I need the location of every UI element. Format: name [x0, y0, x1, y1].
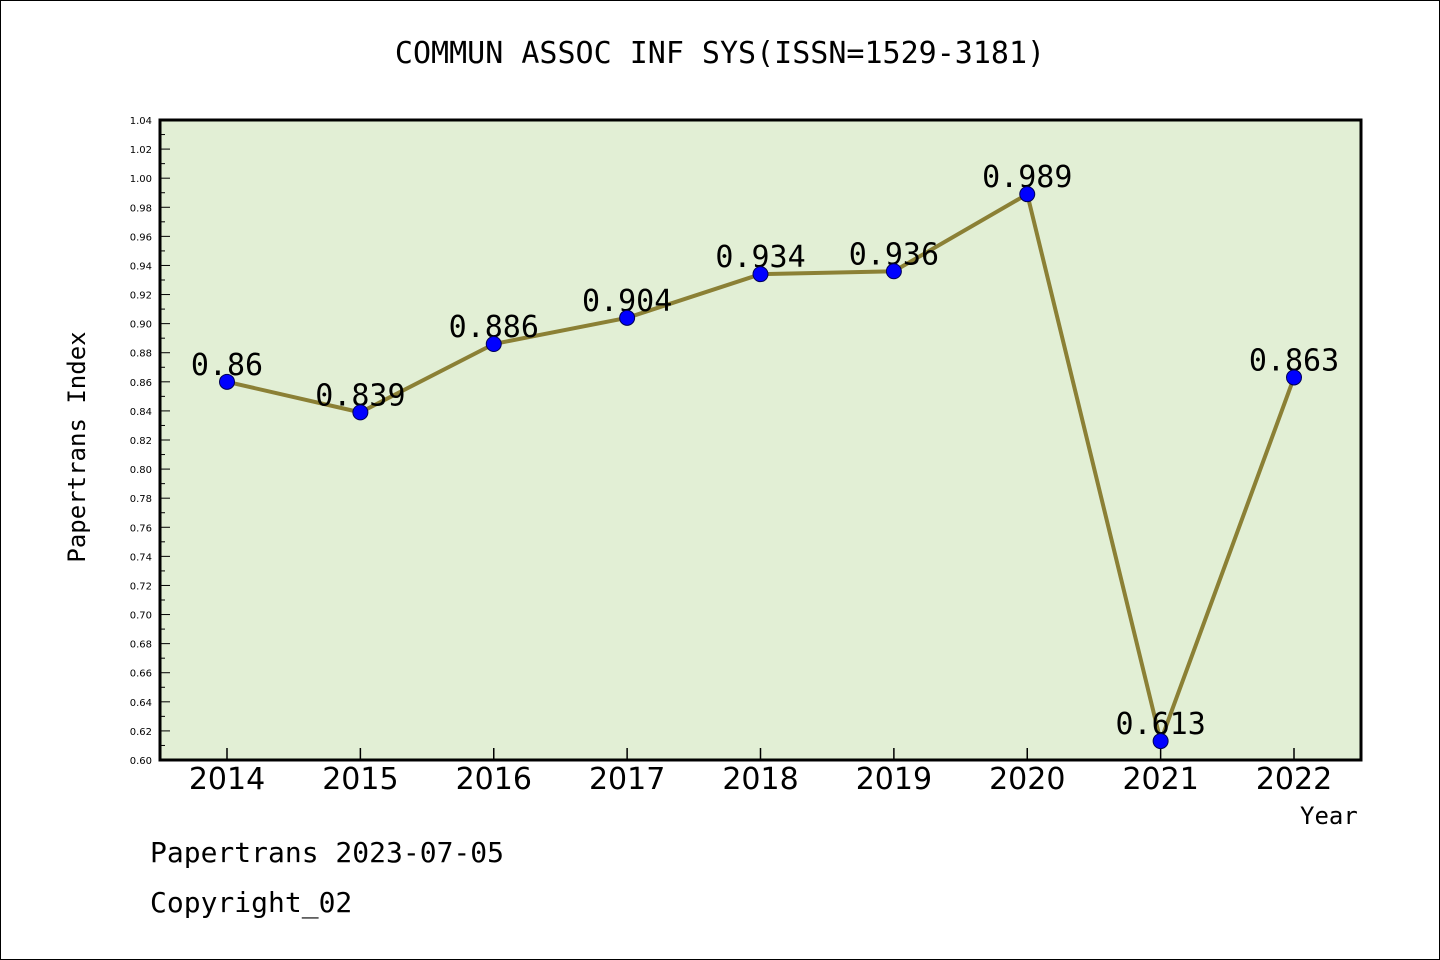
y-tick-label: 0.72	[130, 581, 152, 592]
y-tick-label: 0.66	[130, 669, 152, 680]
data-point	[885, 263, 902, 280]
y-tick-label: 0.98	[130, 203, 152, 214]
data-point	[752, 266, 769, 283]
data-point	[619, 309, 636, 326]
data-point	[1152, 733, 1169, 750]
x-axis-label: Year	[1300, 802, 1358, 830]
y-tick-label: 0.60	[130, 756, 152, 767]
y-tick-label: 0.76	[130, 523, 152, 534]
plot-area	[158, 118, 1363, 762]
data-point	[219, 373, 235, 390]
data-point	[1286, 369, 1302, 386]
y-tick-label: 0.68	[130, 640, 152, 651]
y-tick-label: 0.90	[130, 320, 152, 331]
y-tick-label: 0.96	[130, 232, 152, 243]
x-tick-label: 2020	[989, 762, 1065, 797]
y-tick-label: 0.70	[130, 611, 152, 622]
data-point	[1019, 186, 1036, 203]
footer-date: Papertrans 2023-07-05	[150, 836, 505, 869]
x-tick-label: 2016	[456, 762, 532, 797]
chart-title: COMMUN ASSOC INF SYS(ISSN=1529-3181)	[394, 36, 1046, 71]
x-tick-label: 2019	[856, 762, 932, 797]
x-tick-label: 2015	[322, 762, 398, 797]
x-tick-label: 2018	[722, 762, 798, 797]
footer-copyright: Copyright_02	[150, 886, 353, 919]
y-tick-label: 0.74	[130, 552, 152, 563]
y-tick-label: 0.88	[130, 349, 152, 360]
y-tick-label: 1.00	[130, 174, 152, 185]
x-tick-label: 2022	[1256, 762, 1332, 797]
x-tick-label: 2017	[589, 762, 665, 797]
data-point	[485, 336, 502, 352]
y-tick-label: 0.80	[130, 465, 152, 476]
y-tick-label: 0.62	[130, 727, 152, 738]
y-tick-label: 1.04	[130, 116, 152, 127]
y-tick-label: 0.64	[130, 698, 152, 709]
y-tick-label: 0.94	[130, 261, 152, 272]
y-tick-label: 0.86	[130, 378, 152, 389]
y-tick-label: 1.02	[130, 145, 152, 156]
x-tick-label: 2014	[189, 762, 265, 797]
y-tick-label: 0.82	[130, 436, 152, 447]
y-tick-label: 0.92	[130, 291, 152, 302]
y-tick-label: 0.78	[130, 494, 152, 505]
x-tick-label: 2021	[1122, 762, 1198, 797]
y-tick-label: 0.84	[130, 407, 152, 418]
data-point	[352, 404, 369, 421]
